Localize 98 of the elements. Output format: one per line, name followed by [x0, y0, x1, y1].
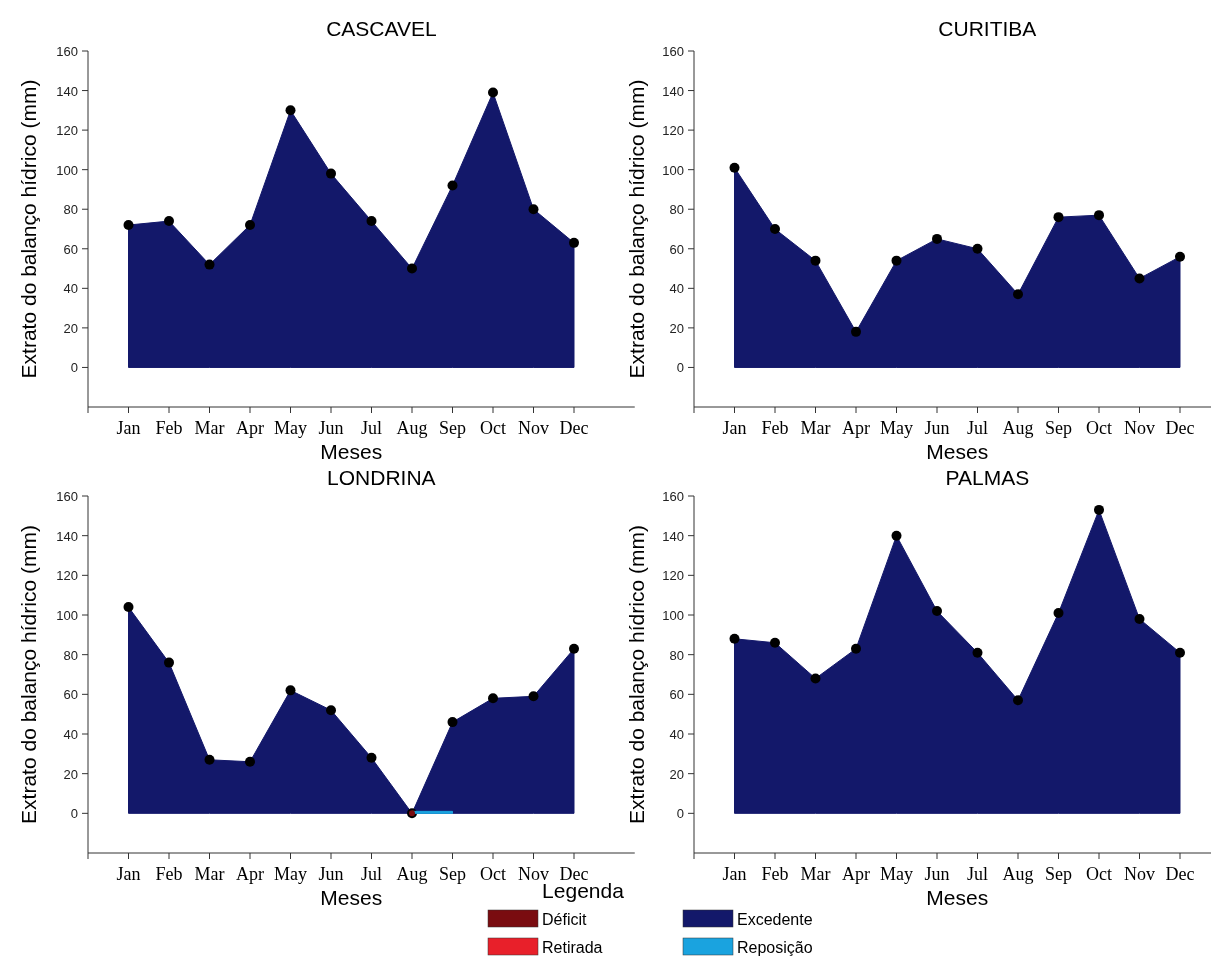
y-tick-label: 140: [662, 83, 684, 99]
chart-title: CURITIBA: [938, 17, 1037, 40]
legend-label: Retirada: [542, 939, 603, 956]
y-tick-label: 20: [63, 320, 78, 336]
y-axis-title: Extrato do balanço hídrico (mm): [17, 79, 40, 379]
y-tick-label: 140: [662, 528, 684, 544]
y-tick-label: 20: [669, 320, 684, 336]
y-axis-title: Extrato do balanço hídrico (mm): [625, 79, 648, 379]
y-tick-label: 80: [669, 647, 684, 663]
x-tick-label: Apr: [842, 864, 870, 884]
x-tick-label: Apr: [236, 418, 264, 438]
chart-title: CASCAVEL: [326, 17, 437, 40]
y-tick-label: 60: [669, 687, 684, 703]
y-tick-label: 120: [56, 568, 78, 584]
y-tick-label: 40: [669, 281, 684, 297]
x-tick-label: Jun: [924, 864, 950, 884]
y-tick-label: 160: [662, 44, 684, 59]
y-tick-label: 60: [669, 241, 684, 257]
x-tick-label: Aug: [396, 864, 428, 884]
x-tick-label: Aug: [1002, 418, 1034, 438]
y-tick-label: 40: [63, 727, 78, 742]
x-tick-label: Sep: [439, 864, 466, 884]
x-tick-label: Sep: [439, 418, 466, 438]
x-tick-label: Jun: [924, 418, 950, 438]
x-tick-label: Jun: [318, 418, 344, 438]
x-tick-label: Oct: [480, 864, 506, 884]
x-tick-label: Oct: [1086, 418, 1112, 438]
y-tick-label: 160: [56, 44, 78, 59]
x-tick-label: Feb: [155, 418, 183, 438]
x-tick-label: Feb: [761, 418, 789, 438]
x-tick-label: Feb: [761, 864, 789, 884]
y-tick-label: 120: [662, 568, 684, 584]
x-axis-title: Meses: [926, 886, 989, 909]
x-tick-label: May: [274, 418, 307, 438]
y-tick-label: 60: [63, 241, 78, 257]
x-tick-label: Apr: [842, 418, 870, 438]
x-tick-label: Aug: [396, 418, 428, 438]
y-tick-label: 120: [662, 123, 684, 139]
y-axis-title: Extrato do balanço hídrico (mm): [625, 525, 648, 824]
chart-title: PALMAS: [945, 466, 1030, 489]
x-tick-label: Jul: [966, 864, 989, 884]
x-tick-label: May: [880, 418, 913, 438]
x-tick-label: Jan: [722, 864, 747, 884]
y-tick-label: 140: [56, 83, 78, 99]
y-tick-label: 0: [676, 806, 684, 822]
y-tick-label: 40: [63, 281, 78, 297]
y-tick-label: 100: [56, 162, 78, 178]
y-tick-label: 0: [70, 806, 78, 822]
x-tick-label: Mar: [194, 864, 225, 884]
x-tick-label: Dec: [559, 418, 589, 438]
x-tick-label: Mar: [800, 418, 831, 438]
x-tick-label: Nov: [518, 418, 549, 438]
x-tick-label: Mar: [194, 418, 225, 438]
x-tick-label: Jan: [116, 864, 141, 884]
x-tick-label: Nov: [1124, 864, 1155, 884]
x-tick-label: Oct: [1086, 864, 1112, 884]
x-tick-label: Oct: [480, 418, 506, 438]
y-tick-label: 40: [669, 727, 684, 742]
y-tick-label: 20: [669, 766, 684, 782]
x-tick-label: Jan: [116, 418, 141, 438]
x-tick-label: Nov: [1124, 418, 1155, 438]
y-tick-label: 0: [70, 360, 78, 376]
x-tick-label: Feb: [155, 864, 183, 884]
y-tick-label: 80: [63, 202, 78, 218]
y-tick-label: 160: [662, 489, 684, 504]
y-tick-label: 80: [669, 202, 684, 218]
legend-label: Excedente: [737, 911, 813, 928]
x-axis-title: Meses: [926, 440, 989, 463]
x-tick-label: Sep: [1045, 418, 1072, 438]
y-tick-label: 140: [56, 528, 78, 544]
chart-title: LONDRINA: [327, 466, 436, 489]
y-tick-label: 80: [63, 647, 78, 663]
y-tick-label: 100: [662, 608, 684, 623]
x-tick-label: May: [274, 864, 307, 884]
x-tick-label: Jan: [722, 418, 747, 438]
y-tick-label: 0: [676, 360, 684, 376]
x-tick-label: Apr: [236, 864, 264, 884]
y-tick-label: 100: [56, 608, 78, 623]
x-tick-label: Aug: [1002, 864, 1034, 884]
y-tick-label: 100: [662, 162, 684, 178]
legend-label: Reposição: [737, 939, 813, 956]
x-axis-title: Meses: [320, 886, 383, 909]
x-tick-label: Jul: [966, 418, 989, 438]
x-tick-label: Jun: [318, 864, 344, 884]
x-tick-label: Jul: [360, 864, 383, 884]
y-tick-label: 20: [63, 766, 78, 782]
x-axis-title: Meses: [320, 440, 383, 463]
y-tick-label: 160: [56, 489, 78, 504]
x-tick-label: May: [880, 864, 913, 884]
x-tick-label: Jul: [360, 418, 383, 438]
x-tick-label: Dec: [1165, 418, 1195, 438]
y-tick-label: 60: [63, 687, 78, 703]
x-tick-label: Sep: [1045, 864, 1072, 884]
y-axis-title: Extrato do balanço hídrico (mm): [17, 525, 40, 824]
legend-label: Déficit: [542, 911, 588, 928]
y-tick-label: 120: [56, 123, 78, 139]
x-tick-label: Mar: [800, 864, 831, 884]
x-tick-label: Dec: [1165, 864, 1195, 884]
